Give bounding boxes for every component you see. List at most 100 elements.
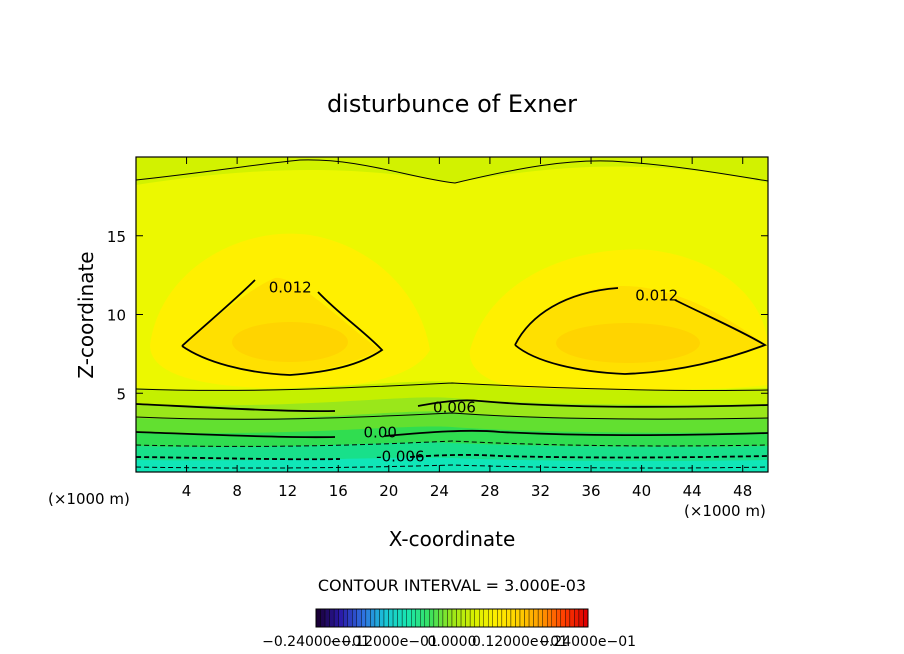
colorbar-cell — [474, 608, 480, 628]
colorbar-cell — [411, 608, 416, 628]
colorbar-cell — [352, 608, 357, 628]
x-tick-label: 12 — [278, 482, 297, 500]
contour-0.009 — [135, 382, 769, 392]
colorbar-cell — [583, 608, 589, 628]
x-unit-right: (×1000 m) — [684, 502, 766, 520]
colorbar-cell — [479, 608, 484, 628]
colorbar-cell — [397, 608, 403, 628]
contour-0.006 — [135, 399, 769, 413]
x-tick-label: 8 — [232, 482, 242, 500]
contour-label: 0.00 — [364, 424, 397, 442]
colorbar-cell — [438, 608, 444, 628]
x-tick-label: 24 — [430, 482, 449, 500]
contour-upper — [135, 159, 769, 184]
colorbar-cell — [338, 608, 344, 628]
contour-lines — [135, 159, 769, 469]
colorbar-label: 0.0000 — [428, 634, 477, 650]
colorbar-cell — [433, 608, 439, 628]
band-upper-light — [136, 157, 768, 185]
contour-0.003 — [135, 412, 769, 420]
colorbar-frame — [315, 608, 589, 628]
y-tick-label: 10 — [107, 307, 126, 325]
colorbar-cell — [424, 608, 430, 628]
colorbar-cell — [465, 608, 471, 628]
colorbar-cell — [415, 608, 421, 628]
colorbar-cell — [547, 608, 552, 628]
colorbar-cell — [320, 608, 326, 628]
colorbar-cell — [361, 608, 367, 628]
peak-core-left — [232, 322, 348, 362]
colorbar-cell — [447, 608, 453, 628]
colorbar-cell — [556, 608, 561, 628]
contour-0.012-right — [514, 287, 768, 375]
colorbar-cell — [519, 608, 525, 628]
colorbar-cell — [533, 608, 539, 628]
contour-0.00 — [135, 429, 769, 439]
colorbar-cell — [420, 608, 425, 628]
colorbar-cell — [551, 608, 557, 628]
contour-labels: 0.012 0.012 0.006 0.00 -0.006 — [269, 279, 679, 466]
contour-label: 0.012 — [635, 287, 678, 305]
colorbar-cell — [343, 608, 348, 628]
colorbar-cell — [442, 608, 448, 628]
contour-minus-0.006 — [135, 454, 769, 461]
colorbar-label: −0.12000e−01 — [330, 634, 438, 650]
contour-minus-0.009 — [135, 464, 769, 469]
colorbar-cell — [456, 608, 462, 628]
colorbar-cell — [501, 608, 507, 628]
colorbar-cell — [451, 608, 457, 628]
x-tick-label: 4 — [182, 482, 192, 500]
colorbar-cell — [388, 608, 394, 628]
colorbar-label: 0.12000e−01 — [472, 634, 568, 650]
colorbar-cell — [537, 608, 543, 628]
contour-label: 0.012 — [269, 279, 312, 297]
colorbar-cell — [347, 608, 353, 628]
colorbar-cell — [560, 608, 566, 628]
colorbar-cell — [315, 608, 321, 628]
colorbar-cell — [370, 608, 376, 628]
x-tick-label: 44 — [683, 482, 702, 500]
colorbar-cell — [515, 608, 521, 628]
colorbar-cell — [356, 608, 362, 628]
colorbar-label: 0.24000e−01 — [540, 634, 636, 650]
colorbar-cell — [333, 608, 339, 628]
chart-title: disturbunce of Exner — [327, 90, 577, 118]
x-axis-label: X-coordinate — [389, 527, 516, 551]
colorbar-cell — [488, 608, 493, 628]
colorbar-cell — [392, 608, 398, 628]
x-tick-label: 16 — [329, 482, 348, 500]
colorbar-cell — [429, 608, 435, 628]
colorbar-cell — [383, 608, 389, 628]
colorbar-cell — [528, 608, 534, 628]
contour-interval-label: CONTOUR INTERVAL = 3.000E-03 — [318, 576, 586, 595]
y-axis-ticks: 5 10 15 — [107, 228, 768, 403]
colorbar-cell — [492, 608, 498, 628]
colorbar-cell — [379, 608, 385, 628]
colorbar-cell — [329, 608, 335, 628]
colorbar-cell — [324, 608, 330, 628]
colorbar-cell — [542, 608, 548, 628]
colorbar-cell — [510, 608, 516, 628]
colorbar-cell — [497, 608, 503, 628]
contour-label: 0.006 — [433, 398, 476, 416]
x-tick-label: 40 — [632, 482, 651, 500]
colorbar-cell — [578, 608, 584, 628]
colorbar-cell — [524, 608, 530, 628]
x-axis-ticks: 4 8 12 16 20 24 28 32 36 40 44 48 — [182, 157, 752, 500]
x-tick-label: 20 — [379, 482, 398, 500]
colorbar-cell — [365, 608, 371, 628]
filled-contours — [136, 157, 768, 472]
colorbar-cell — [374, 608, 380, 628]
x-tick-label: 32 — [531, 482, 550, 500]
colorbar-cell — [460, 608, 466, 628]
x-tick-label: 28 — [480, 482, 499, 500]
colorbar: −0.24000e−01−0.12000e−010.00000.12000e−0… — [262, 608, 636, 650]
colorbar-cell — [469, 608, 475, 628]
colorbar-cell — [574, 608, 580, 628]
peak-core-right — [556, 323, 700, 363]
colorbar-cell — [565, 608, 571, 628]
colorbar-label: −0.24000e−01 — [262, 634, 370, 650]
y-tick-label: 5 — [116, 385, 126, 403]
